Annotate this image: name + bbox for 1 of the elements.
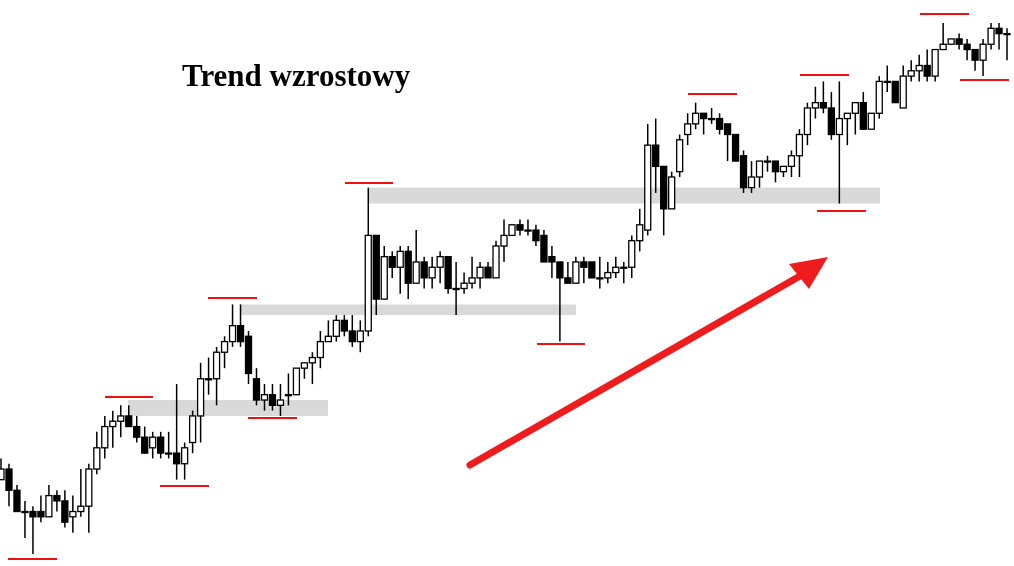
text: Trend wzrostowy — [182, 58, 411, 94]
